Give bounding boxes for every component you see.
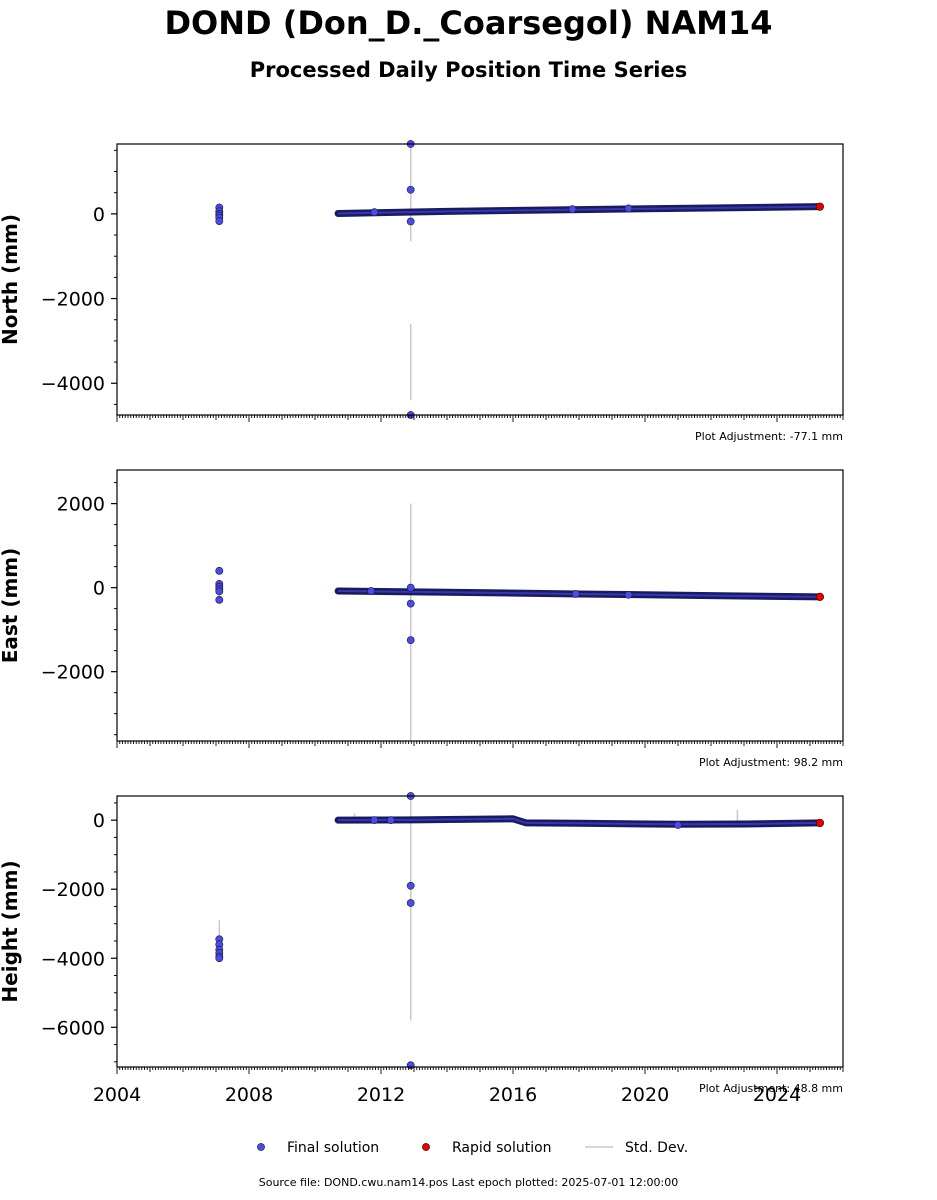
east-final-point	[215, 595, 224, 604]
north-plot-frame	[116, 143, 844, 416]
north-final-point	[215, 217, 224, 225]
height-final-point	[406, 881, 415, 890]
east-y-tick-label: 2000	[57, 494, 105, 516]
height-y-tick-label: −6000	[41, 1017, 105, 1039]
height-final-point	[386, 816, 395, 825]
east-y-tick-label: −2000	[41, 662, 105, 684]
east-final-point	[406, 583, 415, 592]
legend-rapid-label: Rapid solution	[452, 1140, 552, 1156]
east-final-point	[215, 566, 224, 575]
x-tick-label: 2020	[621, 1084, 669, 1106]
x-tick-label: 2024	[753, 1084, 801, 1106]
north-rapid-point	[815, 202, 825, 211]
east-y-tick-label: 0	[93, 578, 105, 600]
east-rapid-point	[815, 592, 825, 601]
height-axis-label: Height (mm)	[0, 860, 22, 1002]
north-final-point	[406, 185, 415, 194]
chart-subtitle: Processed Daily Position Time Series	[249, 58, 688, 82]
height-final-point	[406, 899, 415, 907]
north-y-tick-label: −4000	[41, 373, 105, 395]
height-y-tick-label: 0	[93, 810, 105, 832]
north-final-point	[406, 217, 415, 226]
height-final-point	[674, 821, 682, 829]
height-y-tick-label: −2000	[41, 879, 105, 901]
chart-title: DOND (Don_D._Coarsegol) NAM14	[164, 4, 773, 42]
east-final-point	[406, 599, 415, 608]
north-final-point	[370, 208, 379, 217]
east-final-point	[367, 587, 375, 595]
east-plot-adjustment: Plot Adjustment: 98.2 mm	[699, 756, 843, 769]
x-tick-label: 2012	[357, 1084, 405, 1106]
x-tick-label: 2008	[225, 1084, 273, 1106]
east-final-point	[215, 587, 224, 596]
east-final-point	[406, 636, 415, 645]
north-y-tick-label: 0	[93, 204, 105, 226]
east-final-point	[624, 590, 633, 599]
legend-final-label: Final solution	[287, 1140, 379, 1156]
north-final-point	[624, 204, 633, 213]
height-plot-frame	[116, 795, 844, 1068]
north-final-point	[568, 205, 577, 214]
north-axis-label: North (mm)	[0, 214, 22, 345]
x-tick-label: 2016	[489, 1084, 537, 1106]
legend-rapid-marker	[422, 1143, 430, 1151]
north-daily-band-highlight	[338, 205, 820, 215]
time-series-charts: 0 −2000 −4000 North (mm) Plot Adjustment: -7…	[0, 140, 844, 1156]
height-daily-band-highlight	[338, 817, 820, 826]
north-plot-adjustment: Plot Adjustment: -77.1 mm	[695, 430, 843, 443]
legend-std-label: Std. Dev.	[625, 1140, 688, 1156]
east-plot-frame	[116, 469, 844, 742]
north-y-tick-label: −2000	[41, 289, 105, 311]
height-rapid-point	[815, 818, 825, 828]
source-file-line: Source file: DOND.cwu.nam14.pos Last epo…	[258, 1176, 679, 1189]
height-plot-adjustment: Plot Adjustment: 48.8 mm	[699, 1082, 843, 1095]
height-final-point	[215, 954, 224, 963]
east-axis-label: East (mm)	[0, 548, 22, 664]
east-final-point	[571, 590, 580, 598]
height-y-tick-label: −4000	[41, 948, 105, 970]
x-tick-label: 2004	[93, 1084, 141, 1106]
height-final-point	[370, 816, 379, 825]
legend-final-marker	[257, 1143, 265, 1151]
